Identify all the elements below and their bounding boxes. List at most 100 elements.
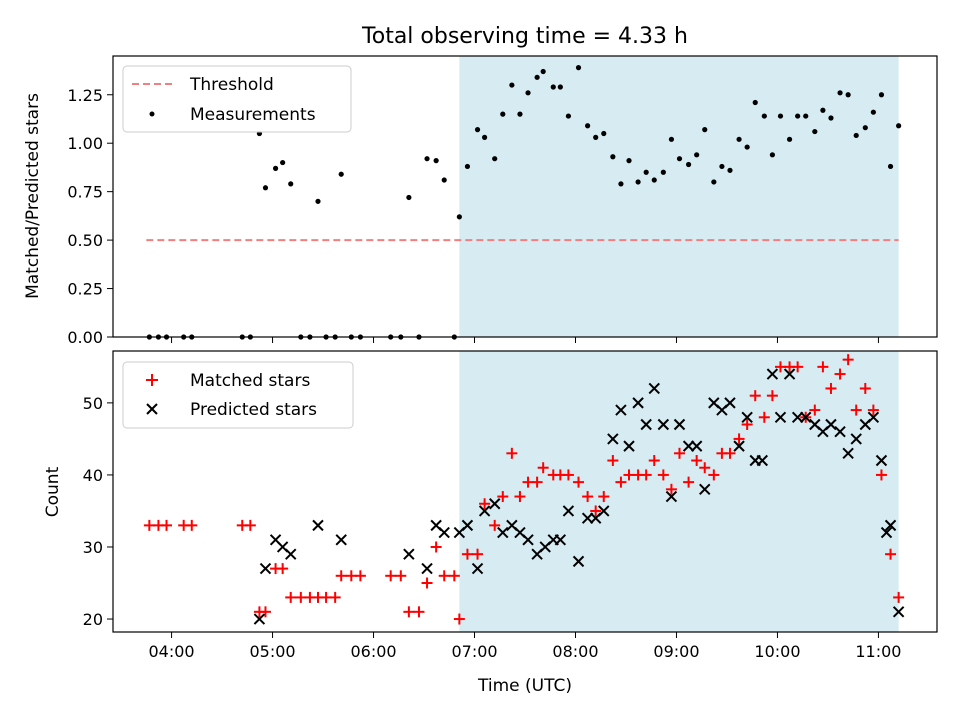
predicted-point (834, 425, 846, 438)
predicted-point (253, 613, 266, 625)
predicted-point (478, 505, 491, 517)
measurement-point (593, 134, 599, 140)
predicted-point (403, 548, 415, 560)
predicted-point (522, 534, 534, 546)
measurement-point (406, 194, 412, 201)
predicted-point (335, 534, 347, 546)
predicted-point (572, 555, 585, 568)
predicted-point (607, 433, 619, 445)
matched-point (413, 606, 425, 618)
matched-point (733, 433, 745, 445)
matched-point (329, 591, 341, 603)
top-panel: 0.00 0.25 0.50 0.75 1.00 1.25 Matched/Predict… (23, 55, 938, 347)
measurement-point (635, 179, 641, 185)
measurement-point (315, 198, 321, 204)
matched-point (335, 570, 347, 582)
measurement-point (492, 156, 498, 162)
predicted-point (766, 368, 779, 380)
matched-point (699, 462, 711, 474)
predicted-point (285, 548, 297, 560)
measurement-point (837, 90, 843, 96)
measurement-point (441, 177, 447, 183)
legend-predicted-marker (146, 403, 158, 415)
matched-point (259, 606, 271, 618)
matched-point (421, 577, 433, 589)
matched-point (582, 491, 594, 503)
measurement-point (525, 90, 531, 96)
matched-point (244, 519, 256, 531)
matched-point (161, 519, 173, 531)
matched-point (674, 447, 685, 459)
bottom-y-axis-label: Count (43, 466, 63, 517)
x-tick-label: 06:00 (350, 642, 396, 661)
matched-point (708, 469, 720, 481)
matched-point (724, 447, 736, 459)
measurement-point (424, 156, 430, 162)
predicted-point (850, 433, 862, 445)
bottom-legend-box (122, 361, 354, 429)
measurement-point (557, 84, 563, 90)
matched-point (461, 548, 473, 560)
predicted-point (884, 519, 897, 532)
figure-title: Total observing time = 4.33 h (361, 24, 688, 49)
top-y-tick-label: 1.25 (67, 86, 103, 105)
top-y-tick-label: 1.00 (67, 134, 103, 153)
matched-point (657, 469, 669, 481)
bottom-y-tick-label: 40 (83, 466, 103, 485)
measurement-point (610, 154, 616, 160)
legend-matched-label: Matched stars (190, 371, 310, 391)
measurement-point (668, 136, 675, 142)
measurement-point (660, 169, 666, 175)
matched-point (590, 505, 602, 517)
matched-point (809, 404, 821, 416)
measurement-point (288, 181, 294, 187)
predicted-point (665, 490, 678, 503)
measurement-point (585, 123, 591, 129)
measurement-point (803, 113, 809, 119)
matched-point (395, 570, 407, 582)
predicted-point (892, 606, 905, 618)
top-y-axis-label: Matched/Predicted stars (23, 93, 43, 299)
predicted-point (733, 440, 745, 452)
legend-threshold-label: Threshold (189, 75, 274, 95)
matched-point (875, 469, 887, 481)
matched-point (615, 476, 627, 488)
measurement-point (744, 144, 750, 150)
measurement-point (676, 156, 683, 162)
legend-measurement-label: Measurements (190, 105, 316, 125)
measurement-point (550, 84, 556, 90)
predicted-point (461, 519, 474, 532)
matched-point (479, 498, 491, 510)
predicted-point (774, 411, 787, 423)
predicted-point (741, 411, 753, 423)
x-tick-label: 04:00 (149, 642, 195, 661)
measurement-point (853, 132, 859, 139)
top-y-tick-label: 0.50 (67, 231, 103, 250)
top-legend-box (122, 65, 352, 133)
predicted-point (673, 418, 686, 431)
matched-point (749, 390, 761, 402)
matched-point (859, 382, 871, 394)
matched-point (531, 476, 543, 488)
matched-point (850, 404, 862, 416)
predicted-point (598, 505, 610, 517)
bottom-y-tick-label: 30 (83, 538, 103, 557)
predicted-point (615, 404, 627, 416)
measurement-point (643, 169, 649, 175)
matched-point (691, 455, 703, 467)
predicted-point (488, 498, 501, 510)
measurement-point (262, 185, 269, 191)
matched-point (648, 455, 660, 467)
measurement-point (795, 113, 801, 119)
measurement-point (626, 158, 632, 164)
measurement-point (534, 74, 540, 80)
top-shaded-region (459, 56, 899, 337)
measurement-point (702, 127, 708, 133)
predicted-point (800, 411, 812, 423)
matched-point (893, 591, 905, 603)
measurement-point (540, 68, 546, 75)
measurement-point (820, 107, 826, 113)
legend-matched-marker (146, 374, 158, 386)
predicted-point (842, 447, 854, 460)
measurement-point (896, 123, 902, 129)
